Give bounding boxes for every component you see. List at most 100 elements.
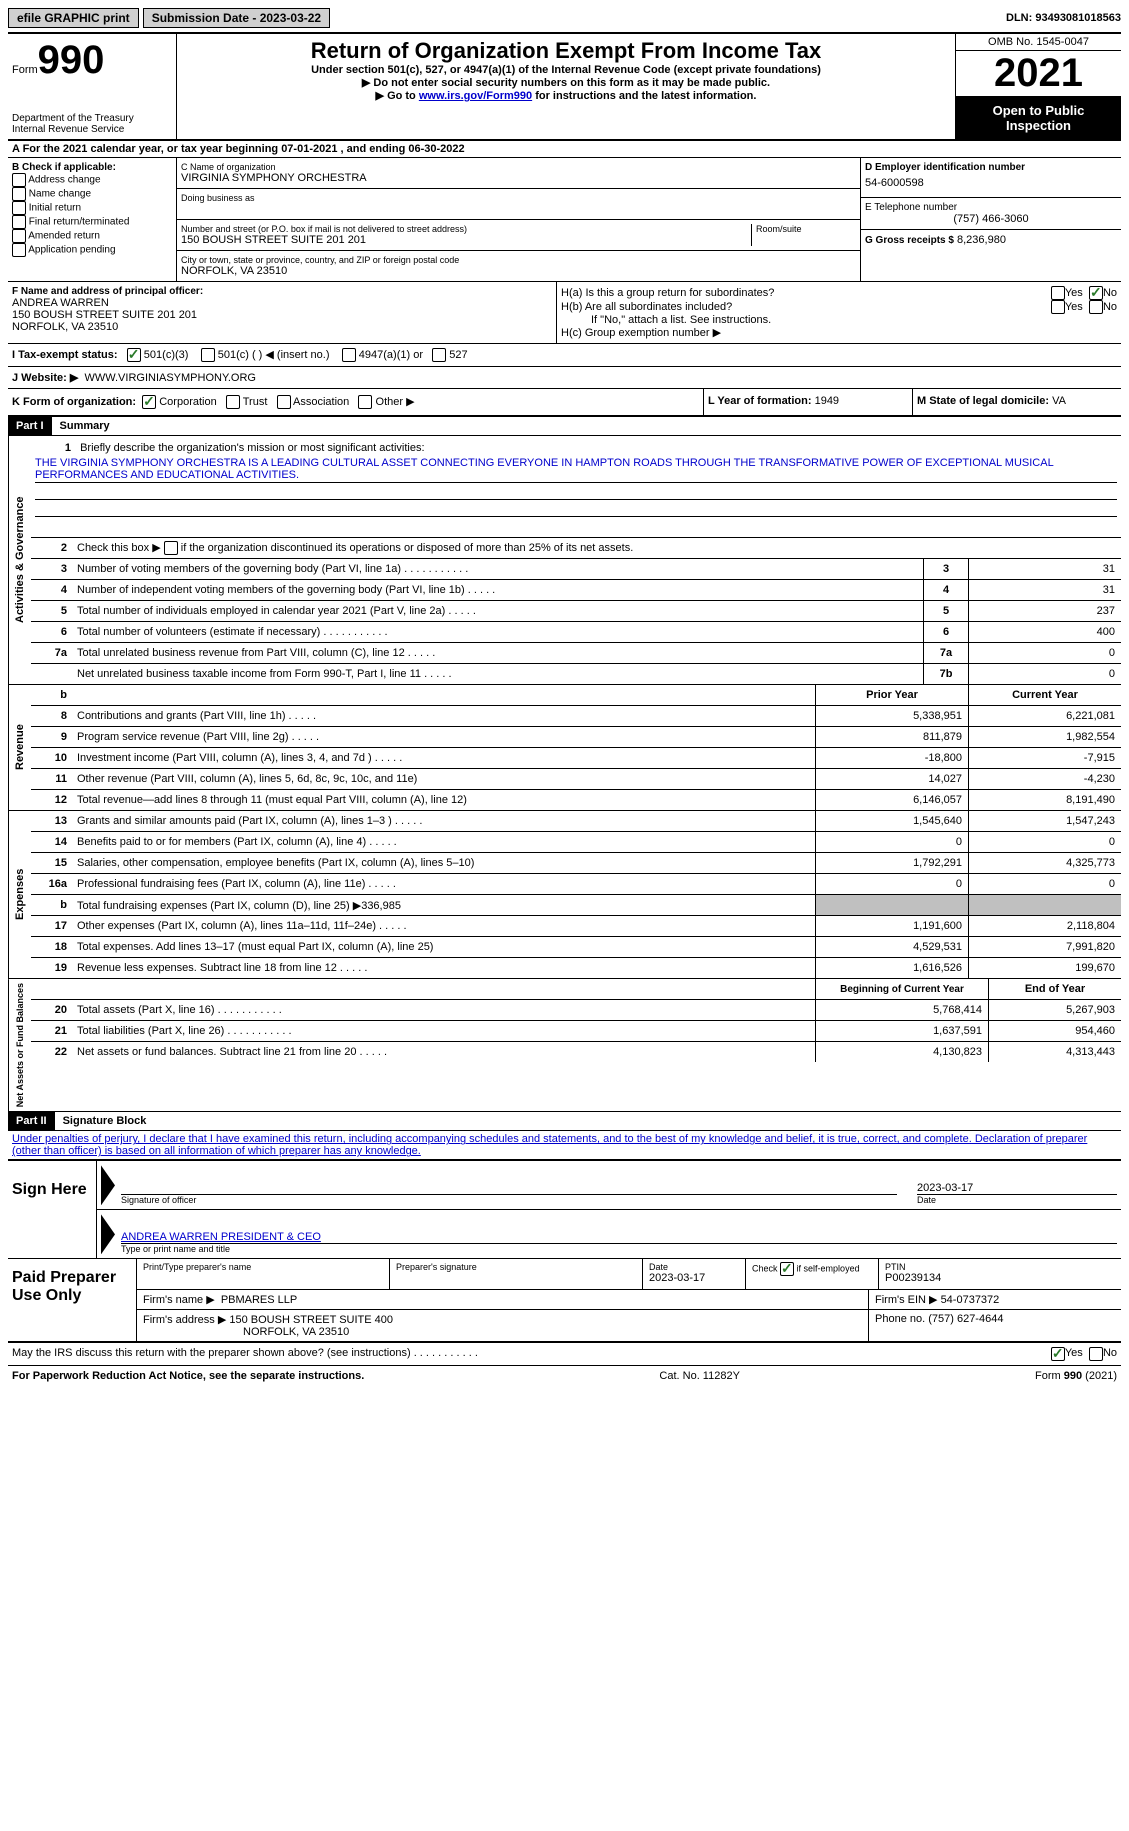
state-domicile: VA — [1052, 395, 1066, 407]
sig-date-label: Date — [917, 1194, 1117, 1205]
line1-label: Briefly describe the organization's miss… — [80, 442, 424, 454]
line2-text: Check this box ▶ if the organization dis… — [73, 539, 1121, 557]
mission-text: THE VIRGINIA SYMPHONY ORCHESTRA IS A LEA… — [35, 456, 1117, 483]
vert-exp: Expenses — [8, 811, 31, 978]
discuss-row: May the IRS discuss this return with the… — [8, 1343, 1121, 1366]
sig-date: 2023-03-17 — [917, 1182, 1117, 1194]
ha-label: H(a) Is this a group return for subordin… — [561, 287, 1051, 299]
efile-button[interactable]: efile GRAPHIC print — [8, 8, 139, 28]
gross-value: 8,236,980 — [957, 234, 1006, 246]
org-name: VIRGINIA SYMPHONY ORCHESTRA — [181, 172, 856, 184]
f-label: F Name and address of principal officer: — [12, 286, 552, 297]
line4-val: 31 — [968, 580, 1121, 600]
city-value: NORFOLK, VA 23510 — [181, 265, 856, 277]
street-label: Number and street (or P.O. box if mail i… — [181, 224, 747, 234]
row-fgh: F Name and address of principal officer:… — [8, 282, 1121, 344]
form-number: 990 — [38, 38, 105, 82]
penalty-text: Under penalties of perjury, I declare th… — [8, 1131, 1121, 1159]
firm-name: PBMARES LLP — [221, 1294, 297, 1306]
hc-label: H(c) Group exemption number ▶ — [561, 326, 1117, 339]
ha-no-checkbox[interactable] — [1089, 286, 1103, 300]
row-kl: K Form of organization: Corporation Trus… — [8, 389, 1121, 417]
self-employed-checkbox[interactable] — [780, 1262, 794, 1276]
inspection-label: Open to Public Inspection — [956, 97, 1121, 139]
sig-name-label: Type or print name and title — [121, 1243, 1117, 1254]
b-opt: Initial return — [12, 201, 172, 215]
tel-label: E Telephone number — [865, 202, 1117, 213]
501c3-checkbox[interactable] — [127, 348, 141, 362]
527-checkbox[interactable] — [432, 348, 446, 362]
trust-checkbox[interactable] — [226, 395, 240, 409]
activities-governance-section: Activities & Governance 1 Briefly descri… — [8, 436, 1121, 685]
discuss-no-checkbox[interactable] — [1089, 1347, 1103, 1361]
other-checkbox[interactable] — [358, 395, 372, 409]
form-footer: Form 990 (2021) — [1035, 1370, 1117, 1382]
row-a: A For the 2021 calendar year, or tax yea… — [8, 141, 1121, 158]
ha-yes-checkbox[interactable] — [1051, 286, 1065, 300]
firm-phone: (757) 627-4644 — [928, 1313, 1003, 1325]
net-assets-section: Net Assets or Fund Balances Beginning of… — [8, 979, 1121, 1112]
assoc-checkbox[interactable] — [277, 395, 291, 409]
irs-link[interactable]: www.irs.gov/Form990 — [419, 90, 532, 102]
vert-net: Net Assets or Fund Balances — [8, 979, 31, 1111]
dln-text: DLN: 93493081018563 — [1006, 12, 1121, 24]
sign-here-section: Sign Here Signature of officer 2023-03-1… — [8, 1159, 1121, 1259]
submission-button[interactable]: Submission Date - 2023-03-22 — [143, 8, 330, 28]
ein-value: 54-6000598 — [865, 173, 1117, 193]
501c-checkbox[interactable] — [201, 348, 215, 362]
tax-year: 2021 — [956, 51, 1121, 97]
instruct-1: ▶ Do not enter social security numbers o… — [181, 76, 951, 89]
dept-text: Department of the Treasury — [12, 113, 172, 124]
b-opt: Final return/terminated — [12, 215, 172, 229]
f-addr1: 150 BOUSH STREET SUITE 201 201 — [12, 309, 552, 321]
sig-name: ANDREA WARREN PRESIDENT & CEO — [121, 1231, 1117, 1243]
part-ii-header: Part II Signature Block — [8, 1112, 1121, 1131]
vert-rev: Revenue — [8, 685, 31, 810]
4947-checkbox[interactable] — [342, 348, 356, 362]
top-bar: efile GRAPHIC print Submission Date - 20… — [8, 8, 1121, 28]
city-label: City or town, state or province, country… — [181, 255, 856, 265]
paid-preparer-section: Paid Preparer Use Only Print/Type prepar… — [8, 1259, 1121, 1343]
part-i-header: Part I Summary — [8, 417, 1121, 436]
f-addr2: NORFOLK, VA 23510 — [12, 321, 552, 333]
expenses-section: Expenses 13Grants and similar amounts pa… — [8, 811, 1121, 979]
line2-checkbox[interactable] — [164, 541, 178, 555]
b-label: B Check if applicable: — [12, 162, 172, 173]
omb-number: OMB No. 1545-0047 — [956, 34, 1121, 51]
arrow-icon — [101, 1165, 115, 1205]
line6-val: 400 — [968, 622, 1121, 642]
section-b: B Check if applicable: Address change Na… — [8, 158, 1121, 282]
form-header: Form990 Department of the Treasury Inter… — [8, 34, 1121, 141]
form-prefix: Form — [12, 64, 38, 76]
hb-no-checkbox[interactable] — [1089, 300, 1103, 314]
website-value: WWW.VIRGINIASYMPHONY.ORG — [84, 372, 256, 384]
b-opt: Amended return — [12, 229, 172, 243]
line3-val: 31 — [968, 559, 1121, 579]
sig-officer-label: Signature of officer — [121, 1194, 897, 1205]
vert-ag: Activities & Governance — [8, 436, 31, 684]
hb-yes-checkbox[interactable] — [1051, 300, 1065, 314]
dba-label: Doing business as — [181, 193, 856, 203]
row-j: J Website: ▶ WWW.VIRGINIASYMPHONY.ORG — [8, 367, 1121, 389]
discuss-yes-checkbox[interactable] — [1051, 1347, 1065, 1361]
line5-val: 237 — [968, 601, 1121, 621]
row-i: I Tax-exempt status: 501(c)(3) 501(c) ( … — [8, 344, 1121, 367]
form-title: Return of Organization Exempt From Incom… — [181, 38, 951, 64]
street-value: 150 BOUSH STREET SUITE 201 201 — [181, 234, 747, 246]
b-opt: Name change — [12, 187, 172, 201]
firm-ein: 54-0737372 — [941, 1294, 1000, 1306]
cat-number: Cat. No. 11282Y — [659, 1370, 740, 1382]
revenue-section: Revenue bPrior YearCurrent Year 8Contrib… — [8, 685, 1121, 811]
irs-text: Internal Revenue Service — [12, 124, 172, 135]
corp-checkbox[interactable] — [142, 395, 156, 409]
line7a-val: 0 — [968, 643, 1121, 663]
b-opt: Application pending — [12, 243, 172, 257]
c-name-label: C Name of organization — [181, 162, 856, 172]
room-label: Room/suite — [756, 224, 856, 234]
hb-note: If "No," attach a list. See instructions… — [561, 314, 1117, 326]
f-name: ANDREA WARREN — [12, 297, 552, 309]
arrow-icon — [101, 1214, 115, 1254]
form-subtitle: Under section 501(c), 527, or 4947(a)(1)… — [181, 64, 951, 76]
tel-value: (757) 466-3060 — [865, 213, 1117, 225]
line7b-val: 0 — [968, 664, 1121, 684]
